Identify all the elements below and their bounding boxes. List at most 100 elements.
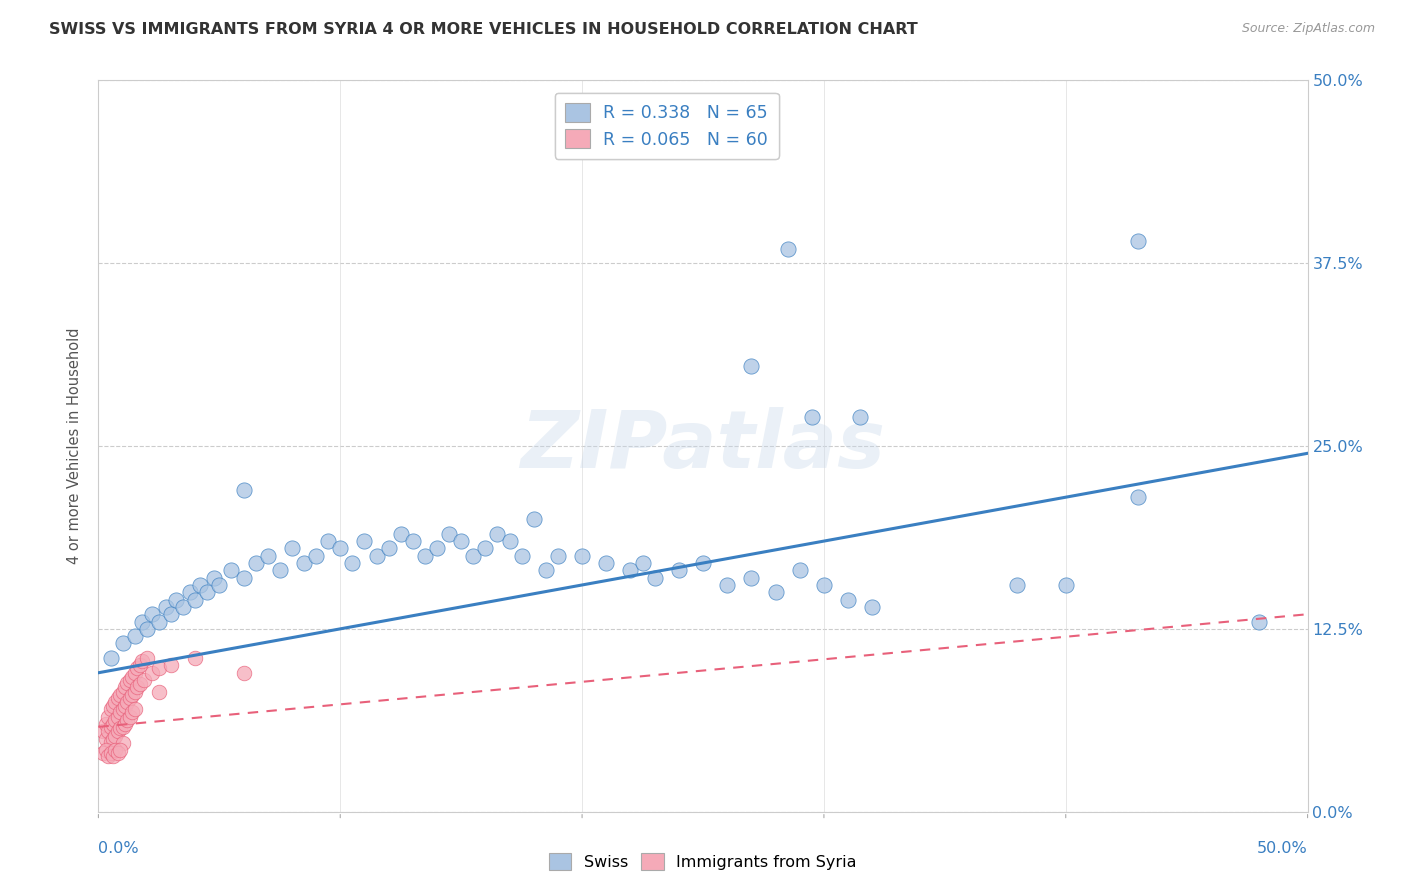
Point [108,722,131,736]
Point [111,702,134,716]
Point [172,599,194,614]
Point [165,592,187,607]
Point [124,685,146,699]
Point [849,409,872,424]
Point [118,709,141,723]
Point [124,665,146,680]
Point [100,720,122,734]
Point [269,563,291,577]
Point [127,681,149,695]
Point [91,746,114,760]
Point [127,661,149,675]
Point [97,709,120,723]
Point [389,526,412,541]
Point [124,629,146,643]
Point [117,676,139,690]
Point [118,673,141,687]
Point [188,578,211,592]
Point [131,654,153,668]
Point [413,549,436,563]
Point [463,549,485,563]
Point [1128,234,1150,248]
Point [619,563,641,577]
Point [97,749,120,764]
Point [134,673,156,687]
Point [121,670,143,684]
Text: ZIPatlas: ZIPatlas [520,407,886,485]
Point [316,534,339,549]
Point [117,695,139,709]
Point [281,541,304,556]
Point [94,717,117,731]
Point [117,713,139,727]
Point [571,549,593,563]
Point [245,556,267,570]
Point [128,677,150,691]
Text: 0.0%: 0.0% [98,841,139,856]
Point [111,685,134,699]
Point [155,599,177,614]
Y-axis label: 4 or more Vehicles in Household: 4 or more Vehicles in Household [67,327,83,565]
Point [104,695,127,709]
Point [100,651,122,665]
Point [135,651,157,665]
Point [114,681,136,695]
Point [1007,578,1029,592]
Point [692,556,714,570]
Point [800,409,823,424]
Point [342,556,364,570]
Point [111,636,134,650]
Point [740,359,762,373]
Point [474,541,496,556]
Point [534,563,557,577]
Point [100,746,122,760]
Point [631,556,654,570]
Point [101,717,124,731]
Point [97,724,120,739]
Point [789,563,811,577]
Point [498,534,520,549]
Point [1249,615,1271,629]
Text: SWISS VS IMMIGRANTS FROM SYRIA 4 OR MORE VEHICLES IN HOUSEHOLD CORRELATION CHART: SWISS VS IMMIGRANTS FROM SYRIA 4 OR MORE… [49,22,918,37]
Point [1054,578,1077,592]
Point [256,549,278,563]
Point [523,512,546,526]
Point [107,690,129,705]
Point [1128,490,1150,504]
Point [121,705,143,719]
Point [305,549,328,563]
Point [104,729,127,743]
Point [740,571,762,585]
Point [486,526,509,541]
Point [595,556,617,570]
Point [377,541,399,556]
Point [108,705,131,719]
Point [329,541,352,556]
Point [426,541,449,556]
Point [111,736,134,750]
Point [232,483,254,497]
Point [148,615,170,629]
Point [160,658,183,673]
Point [179,585,201,599]
Point [114,717,136,731]
Legend: Swiss, Immigrants from Syria: Swiss, Immigrants from Syria [543,847,863,877]
Point [292,556,315,570]
Point [510,549,533,563]
Point [366,549,388,563]
Point [195,585,218,599]
Text: Source: ZipAtlas.com: Source: ZipAtlas.com [1241,22,1375,36]
Point [547,549,569,563]
Point [765,585,787,599]
Point [100,702,122,716]
Point [101,699,124,714]
Point [101,749,124,764]
Point [776,242,799,256]
Point [94,731,117,746]
Point [232,665,254,680]
Point [91,724,114,739]
Point [232,571,254,585]
Point [141,665,163,680]
Point [716,578,738,592]
Point [353,534,375,549]
